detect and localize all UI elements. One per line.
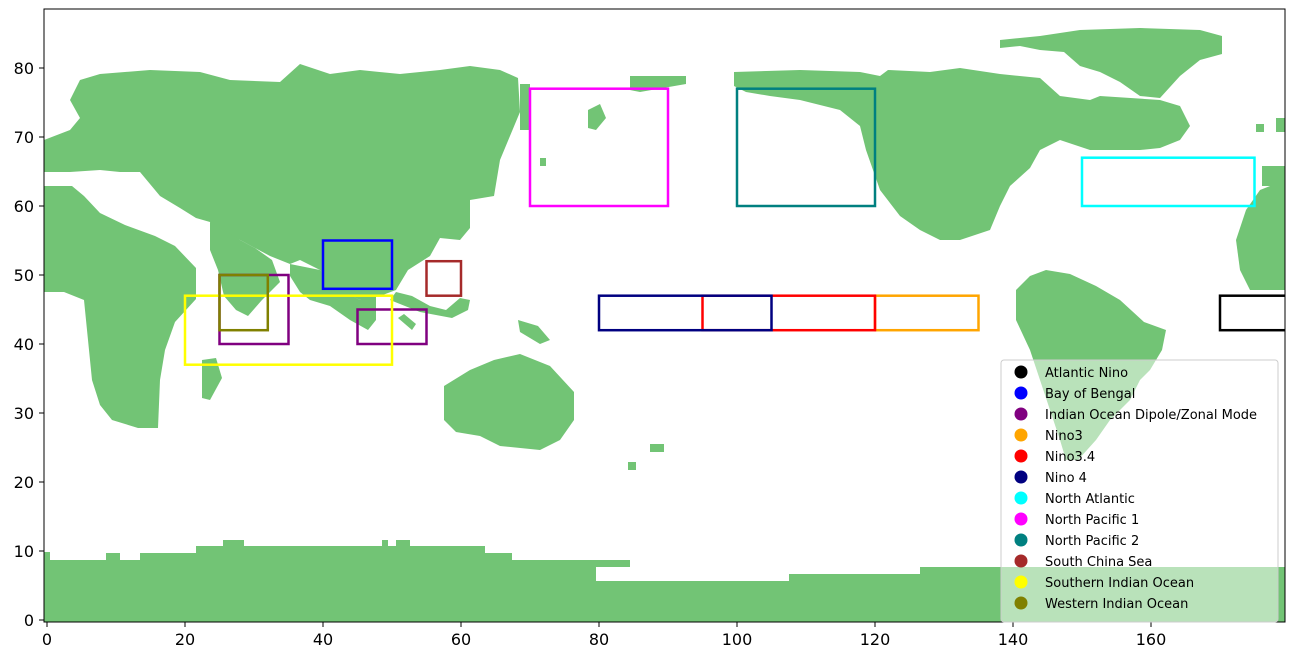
region-box-nino3 xyxy=(873,294,980,332)
legend-marker xyxy=(1014,575,1028,589)
y-tick-label: 70 xyxy=(14,128,34,147)
region-box-bay-of-bengal xyxy=(321,239,394,291)
legend-label: Western Indian Ocean xyxy=(1045,597,1188,612)
legend-label: Indian Ocean Dipole/Zonal Mode xyxy=(1045,408,1257,423)
legend-label: North Pacific 2 xyxy=(1045,534,1139,549)
legend-label: Nino 4 xyxy=(1045,471,1087,486)
plot-frame xyxy=(43,8,1286,623)
legend-label: Nino3 xyxy=(1045,429,1083,444)
legend-label: Southern Indian Ocean xyxy=(1045,576,1194,591)
region-box-western-indian-ocean xyxy=(218,273,270,332)
x-tick-label: 0 xyxy=(42,630,52,649)
region-box-atlantic-nino xyxy=(1218,294,1285,332)
region-boxes xyxy=(183,87,1285,366)
region-box-north-atlantic xyxy=(1080,156,1256,208)
region-box-southern-indian-ocean xyxy=(183,294,394,366)
legend-marker xyxy=(1014,428,1028,442)
legend-box xyxy=(1000,359,1279,623)
y-tick-label: 0 xyxy=(24,611,34,630)
y-tick-label: 10 xyxy=(14,542,34,561)
x-tick-label: 40 xyxy=(313,630,333,649)
legend-label: North Atlantic xyxy=(1045,492,1135,507)
x-tick-label: 100 xyxy=(722,630,753,649)
plot-axes xyxy=(43,8,1286,623)
legend-label: Nino3.4 xyxy=(1045,450,1095,465)
y-tick-label: 40 xyxy=(14,335,34,354)
legend-marker xyxy=(1014,554,1028,568)
x-tick-label: 140 xyxy=(998,630,1029,649)
region-box-north-pacific-2 xyxy=(735,87,877,208)
legend-marker xyxy=(1014,407,1028,421)
x-tick-label: 60 xyxy=(451,630,471,649)
legend-label: North Pacific 1 xyxy=(1045,513,1139,528)
x-tick-label: 20 xyxy=(175,630,195,649)
legend-label: Atlantic Nino xyxy=(1045,366,1128,381)
y-tick-label: 30 xyxy=(14,404,34,423)
x-tick-label: 120 xyxy=(860,630,891,649)
y-tick-label: 50 xyxy=(14,266,34,285)
axis-ticks: 0 20 40 60 80 100 120 140 160 0 10 20 30 40 50 60 70 80 xyxy=(14,59,1167,649)
legend-label: South China Sea xyxy=(1045,555,1152,570)
legend-marker xyxy=(1014,512,1028,526)
legend-marker xyxy=(1014,491,1028,505)
legend-marker xyxy=(1014,365,1028,379)
legend-marker xyxy=(1014,533,1028,547)
y-tick-label: 60 xyxy=(14,197,34,216)
legend-marker xyxy=(1014,470,1028,484)
legend-label: Bay of Bengal xyxy=(1045,387,1135,402)
x-tick-label: 160 xyxy=(1136,630,1167,649)
legend-marker xyxy=(1014,449,1028,463)
x-tick-label: 80 xyxy=(589,630,609,649)
legend: Atlantic Nino Bay of Bengal Indian Ocean D… xyxy=(1000,359,1279,623)
region-box-south-china-sea xyxy=(425,259,463,297)
legend-marker xyxy=(1014,596,1028,610)
y-tick-label: 20 xyxy=(14,473,34,492)
y-tick-label: 80 xyxy=(14,59,34,78)
region-box-nino3-4 xyxy=(701,294,877,332)
legend-marker xyxy=(1014,386,1028,400)
region-box-nino-4 xyxy=(597,294,773,332)
region-box-north-pacific-1 xyxy=(528,87,670,208)
